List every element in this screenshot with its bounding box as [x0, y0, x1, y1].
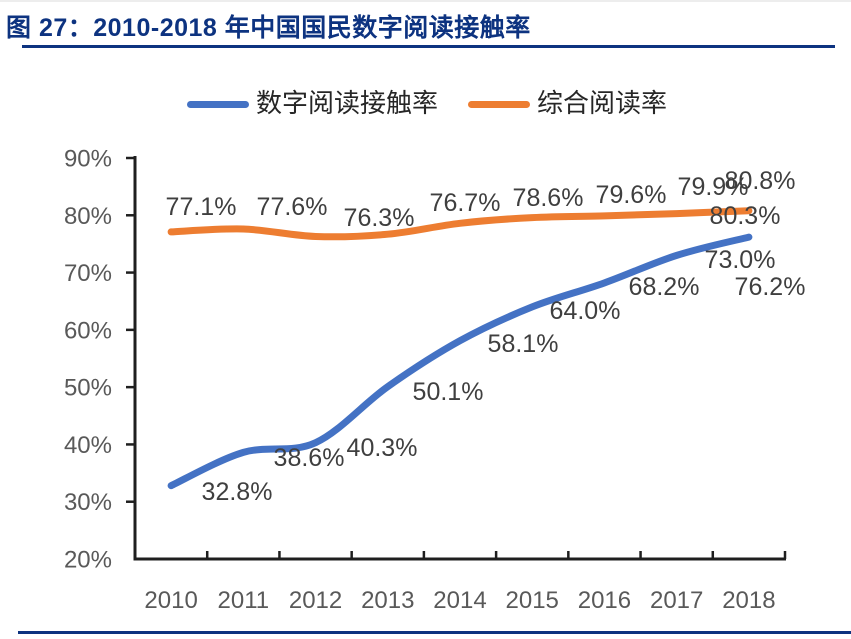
x-axis-label: 2017: [650, 587, 703, 614]
x-axis-label: 2013: [361, 587, 414, 614]
comprehensive-reading-rate-data-label: 76.7%: [430, 189, 501, 217]
y-axis-label: 60%: [64, 317, 112, 344]
legend-item-digital-reading-rate: 数字阅读接触率: [187, 91, 438, 117]
legend-label: 数字阅读接触率: [256, 89, 439, 119]
comprehensive-reading-rate-data-label: 77.6%: [257, 193, 328, 221]
x-axis-label: 2015: [506, 587, 559, 614]
y-axis-label: 20%: [64, 547, 112, 574]
top-hairline: [0, 0, 851, 2]
digital-reading-rate-data-label: 50.1%: [413, 378, 484, 406]
comprehensive-reading-rate-data-label: 79.9%: [678, 173, 749, 201]
x-axis-label: 2018: [722, 587, 775, 614]
legend-swatch-icon: [468, 100, 531, 108]
legend-swatch-icon: [187, 100, 249, 108]
digital-reading-rate-data-label: 64.0%: [550, 297, 621, 325]
digital-reading-rate-data-label: 76.2%: [735, 273, 806, 301]
digital-reading-rate-line: [167, 233, 753, 490]
x-axis-label: 2012: [289, 587, 342, 614]
comprehensive-reading-rate-data-label: 76.3%: [344, 204, 415, 232]
figure-title: 图 27：2010-2018 年中国国民数字阅读接触率: [6, 14, 531, 42]
digital-reading-rate-data-label: 38.6%: [274, 444, 345, 472]
comprehensive-reading-rate-data-label: 80.3%: [710, 202, 781, 230]
digital-reading-rate-data-label: 68.2%: [629, 273, 700, 301]
bottom-divider: [18, 631, 851, 634]
comprehensive-reading-rate-data-label: 80.8%: [725, 167, 796, 195]
y-axis-label: 80%: [64, 203, 112, 230]
comprehensive-reading-rate-data-label: 79.6%: [596, 181, 667, 209]
digital-reading-rate-data-label: 32.8%: [202, 478, 273, 506]
x-axis-label: 2010: [144, 587, 197, 614]
legend-label: 综合阅读率: [537, 89, 668, 119]
y-axis-label: 40%: [64, 432, 112, 459]
x-axis-label: 2011: [218, 587, 270, 614]
y-axis-label: 90%: [64, 146, 112, 173]
comprehensive-reading-rate-line: [167, 207, 753, 241]
chart-legend: 数字阅读接触率 综合阅读率: [187, 88, 667, 120]
x-axis-label: 2016: [578, 587, 631, 614]
y-axis-label: 70%: [64, 260, 112, 287]
x-axis-label: 2014: [433, 587, 486, 614]
comprehensive-reading-rate-data-label: 77.1%: [166, 193, 237, 221]
comprehensive-reading-rate-data-label: 78.6%: [513, 184, 584, 212]
digital-reading-rate-data-label: 40.3%: [347, 434, 418, 462]
digital-reading-rate-data-label: 58.1%: [488, 330, 559, 358]
digital-reading-rate-data-label: 73.0%: [705, 246, 776, 274]
legend-item-comprehensive-reading-rate: 综合阅读率: [468, 91, 667, 117]
title-underline: [22, 45, 835, 48]
y-axis-label: 50%: [64, 375, 112, 402]
y-axis-label: 30%: [64, 489, 112, 516]
